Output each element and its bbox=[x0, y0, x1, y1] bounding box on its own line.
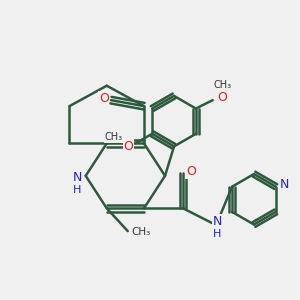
Text: O: O bbox=[218, 91, 227, 103]
Text: CH₃: CH₃ bbox=[213, 80, 231, 89]
Text: H: H bbox=[213, 229, 221, 239]
Text: N: N bbox=[73, 170, 82, 184]
Text: CH₃: CH₃ bbox=[131, 227, 151, 237]
Text: N: N bbox=[213, 215, 222, 228]
Text: O: O bbox=[186, 165, 196, 178]
Text: O: O bbox=[99, 92, 109, 105]
Text: H: H bbox=[73, 185, 82, 195]
Text: CH₃: CH₃ bbox=[104, 132, 122, 142]
Text: O: O bbox=[123, 140, 133, 153]
Text: N: N bbox=[280, 178, 289, 191]
